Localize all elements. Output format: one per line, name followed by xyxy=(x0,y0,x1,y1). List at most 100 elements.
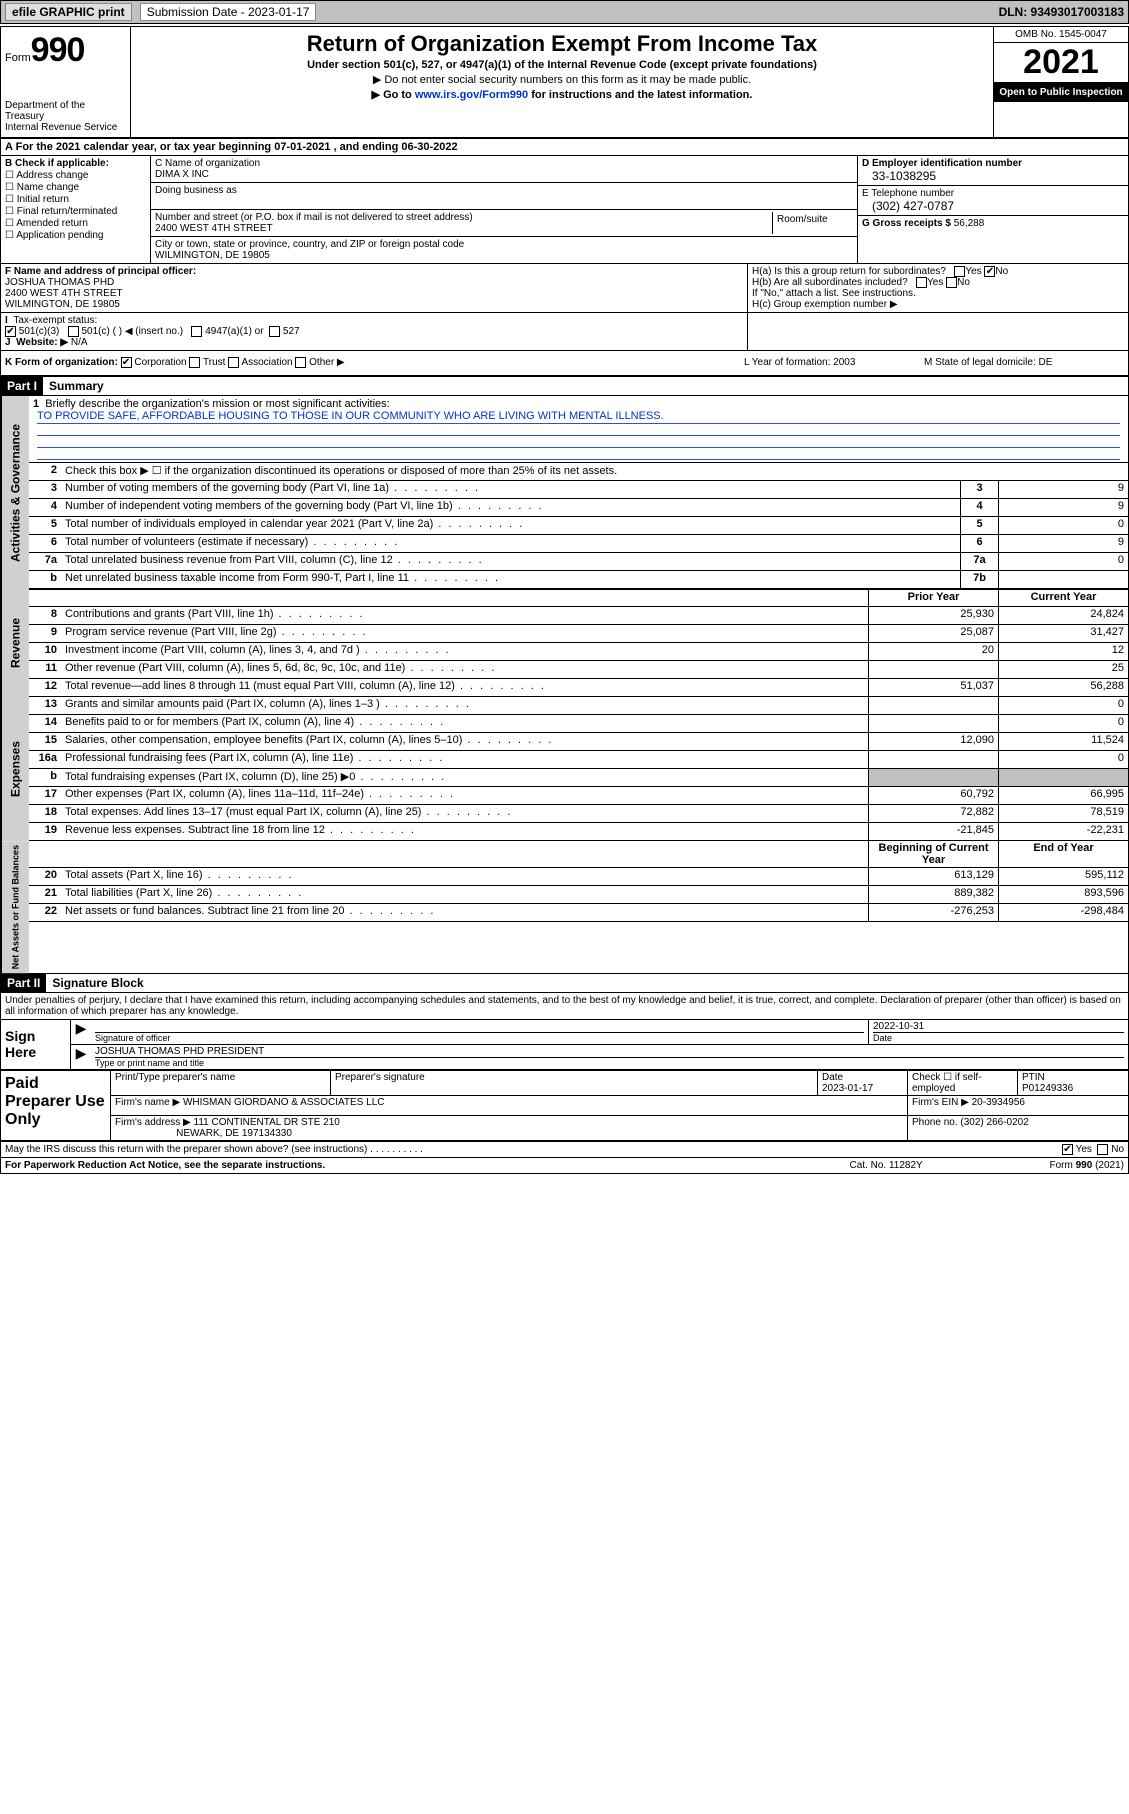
gross-label: G Gross receipts $ xyxy=(862,218,951,229)
table-row: bNet unrelated business taxable income f… xyxy=(29,571,1128,589)
chk-application-pending[interactable]: ☐ Application pending xyxy=(5,230,146,241)
sig-date: 2022-10-31 xyxy=(873,1021,1124,1032)
table-row: 5Total number of individuals employed in… xyxy=(29,517,1128,535)
form-number: 990 xyxy=(31,31,85,69)
chk-initial-return[interactable]: ☐ Initial return xyxy=(5,194,146,205)
side-revenue: Revenue xyxy=(1,589,29,697)
irs-link[interactable]: www.irs.gov/Form990 xyxy=(415,89,528,101)
chk-name-change[interactable]: ☐ Name change xyxy=(5,182,146,193)
discuss-yes[interactable]: ✔ xyxy=(1062,1144,1073,1155)
ssn-note: Do not enter social security numbers on … xyxy=(135,73,989,86)
table-row: 12Total revenue—add lines 8 through 11 (… xyxy=(29,679,1128,697)
box-h-continued xyxy=(748,313,1128,350)
q2: Check this box ▶ ☐ if the organization d… xyxy=(61,463,1128,480)
discuss-row: May the IRS discuss this return with the… xyxy=(1,1142,1128,1158)
sig-officer-label: Signature of officer xyxy=(95,1032,864,1043)
mission-line xyxy=(37,448,1120,460)
officer-label: F Name and address of principal officer: xyxy=(5,266,743,277)
chk-501c[interactable] xyxy=(68,326,79,337)
chk-501c3[interactable]: ✔ xyxy=(5,326,16,337)
open-inspection: Open to Public Inspection xyxy=(994,83,1128,102)
part2-label: Part II xyxy=(1,974,46,992)
revenue-section: Revenue Prior Year Current Year 8Contrib… xyxy=(1,589,1128,697)
dba-label: Doing business as xyxy=(155,185,853,196)
section-bcd: B Check if applicable: ☐ Address change … xyxy=(1,156,1128,264)
h-a: H(a) Is this a group return for subordin… xyxy=(752,266,946,277)
prep-addr2: NEWARK, DE 197134330 xyxy=(176,1128,292,1139)
part1-title: Summary xyxy=(43,377,110,395)
section-ij: I Tax-exempt status: ✔ 501(c)(3) 501(c) … xyxy=(1,313,1128,351)
part2-header: Part II Signature Block xyxy=(1,974,1128,993)
website-value: N/A xyxy=(71,337,88,348)
prep-ptin: P01249336 xyxy=(1022,1083,1073,1094)
chk-other[interactable] xyxy=(295,357,306,368)
box-b-title: B Check if applicable: xyxy=(5,158,146,169)
table-row: 16aProfessional fundraising fees (Part I… xyxy=(29,751,1128,769)
prep-firm: WHISMAN GIORDANO & ASSOCIATES LLC xyxy=(183,1097,385,1108)
table-row: 4Number of independent voting members of… xyxy=(29,499,1128,517)
prep-ein: 20-3934956 xyxy=(972,1097,1025,1108)
part2-title: Signature Block xyxy=(46,974,149,992)
table-row: 8Contributions and grants (Part VIII, li… xyxy=(29,607,1128,625)
table-row: 21Total liabilities (Part X, line 26)889… xyxy=(29,886,1128,904)
table-row: 19Revenue less expenses. Subtract line 1… xyxy=(29,823,1128,841)
part1-header: Part I Summary xyxy=(1,377,1128,396)
officer-city: WILMINGTON, DE 19805 xyxy=(5,299,743,310)
row-a-tax-year: A For the 2021 calendar year, or tax yea… xyxy=(1,139,1128,156)
h-note: If "No," attach a list. See instructions… xyxy=(752,288,1124,299)
form-title: Return of Organization Exempt From Incom… xyxy=(135,31,989,57)
chk-address-change[interactable]: ☐ Address change xyxy=(5,170,146,181)
chk-assoc[interactable] xyxy=(228,357,239,368)
box-c: C Name of organization DIMA X INC Doing … xyxy=(151,156,858,263)
ha-no[interactable]: ✔ xyxy=(984,266,995,277)
chk-trust[interactable] xyxy=(189,357,200,368)
q1: Briefly describe the organization's miss… xyxy=(45,398,389,410)
officer-name: JOSHUA THOMAS PHD xyxy=(5,277,743,288)
sign-here-block: Sign Here ▶ Signature of officer 2022-10… xyxy=(1,1020,1128,1071)
table-row: 20Total assets (Part X, line 16)613,1295… xyxy=(29,868,1128,886)
hb-yes[interactable] xyxy=(916,277,927,288)
sig-arrow-icon: ▶ xyxy=(71,1045,91,1069)
form-ref: Form 990 (2021) xyxy=(1050,1160,1124,1171)
efile-button[interactable]: efile GRAPHIC print xyxy=(5,3,132,21)
chk-527[interactable] xyxy=(269,326,280,337)
chk-4947[interactable] xyxy=(191,326,202,337)
instructions-note: ▶ Go to www.irs.gov/Form990 for instruct… xyxy=(135,88,989,101)
prep-sig-hdr: Preparer's signature xyxy=(331,1071,818,1095)
box-f: F Name and address of principal officer:… xyxy=(1,264,748,312)
addr-label: Number and street (or P.O. box if mail i… xyxy=(155,212,772,223)
org-city: WILMINGTON, DE 19805 xyxy=(155,250,853,261)
table-row: 18Total expenses. Add lines 13–17 (must … xyxy=(29,805,1128,823)
paid-preparer-label: Paid Preparer Use Only xyxy=(1,1071,111,1140)
box-d: D Employer identification number 33-1038… xyxy=(858,156,1128,263)
table-row: 22Net assets or fund balances. Subtract … xyxy=(29,904,1128,922)
prep-phone: (302) 266-0202 xyxy=(960,1117,1028,1128)
ha-yes[interactable] xyxy=(954,266,965,277)
tel-value: (302) 427-0787 xyxy=(862,199,1124,213)
discuss-no[interactable] xyxy=(1097,1144,1108,1155)
ein-label: D Employer identification number xyxy=(862,158,1124,169)
chk-final-return[interactable]: ☐ Final return/terminated xyxy=(5,206,146,217)
chk-corp[interactable]: ✔ xyxy=(121,357,132,368)
table-row: 10Investment income (Part VIII, column (… xyxy=(29,643,1128,661)
table-row: bTotal fundraising expenses (Part IX, co… xyxy=(29,769,1128,787)
signature-intro: Under penalties of perjury, I declare th… xyxy=(1,993,1128,1020)
org-address: 2400 WEST 4TH STREET xyxy=(155,223,772,234)
prep-name-hdr: Print/Type preparer's name xyxy=(111,1071,331,1095)
omb-number: OMB No. 1545-0047 xyxy=(994,27,1128,43)
table-row: 17Other expenses (Part IX, column (A), l… xyxy=(29,787,1128,805)
hb-no[interactable] xyxy=(946,277,957,288)
box-k: K Form of organization: ✔ Corporation Tr… xyxy=(5,357,744,368)
box-m: M State of legal domicile: DE xyxy=(924,357,1124,368)
prep-addr1: 111 CONTINENTAL DR STE 210 xyxy=(194,1117,340,1128)
col-end: End of Year xyxy=(998,841,1128,867)
col-beginning: Beginning of Current Year xyxy=(868,841,998,867)
box-i: I Tax-exempt status: ✔ 501(c)(3) 501(c) … xyxy=(1,313,748,350)
paperwork-notice: For Paperwork Reduction Act Notice, see … xyxy=(5,1160,850,1171)
chk-amended-return[interactable]: ☐ Amended return xyxy=(5,218,146,229)
section-klm: K Form of organization: ✔ Corporation Tr… xyxy=(1,351,1128,376)
box-b: B Check if applicable: ☐ Address change … xyxy=(1,156,151,263)
table-row: 15Salaries, other compensation, employee… xyxy=(29,733,1128,751)
sig-date-label: Date xyxy=(873,1032,1124,1043)
officer-addr: 2400 WEST 4TH STREET xyxy=(5,288,743,299)
